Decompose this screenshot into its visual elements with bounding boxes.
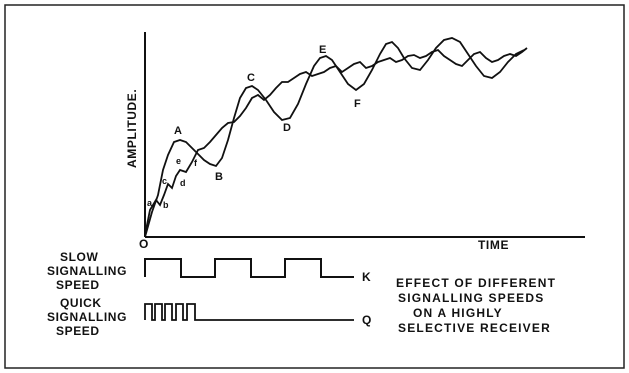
caption-line-4: SELECTIVE RECEIVER xyxy=(398,321,551,335)
origin-label: O xyxy=(139,237,149,251)
slow-signalling-curve xyxy=(144,37,525,238)
caption-line-1: EFFECT OF DIFFERENT xyxy=(396,276,556,290)
quick-label-line-2: SIGNALLING xyxy=(47,310,127,324)
quick-label-line-3: SPEED xyxy=(56,324,100,338)
point-label-f: f xyxy=(194,158,198,168)
quick-signalling-waveform xyxy=(144,303,354,321)
quick-signalling-curve xyxy=(144,47,528,236)
point-label-A: A xyxy=(174,125,182,137)
figure-border xyxy=(4,4,625,369)
quick-marker-Q: Q xyxy=(362,313,372,327)
x-axis-label: TIME xyxy=(478,238,509,252)
slow-label-line-3: SPEED xyxy=(56,278,100,292)
point-label-C: C xyxy=(247,72,255,84)
slow-label-line-1: SLOW xyxy=(60,250,98,264)
point-label-B: B xyxy=(215,171,223,183)
y-axis-label: AMPLITUDE. xyxy=(125,89,139,168)
point-label-c: c xyxy=(162,176,167,186)
point-label-a: a xyxy=(147,198,153,208)
slow-label-line-2: SIGNALLING xyxy=(47,264,127,278)
point-label-E: E xyxy=(319,44,326,56)
slow-marker-K: K xyxy=(362,270,371,284)
point-label-b: b xyxy=(163,200,169,210)
slow-signalling-waveform xyxy=(144,258,354,278)
caption-line-2: SIGNALLING SPEEDS xyxy=(398,291,544,305)
point-label-d: d xyxy=(180,178,186,188)
point-label-e: e xyxy=(176,156,181,166)
point-label-F: F xyxy=(354,98,361,110)
caption-line-3: ON A HIGHLY xyxy=(413,306,503,320)
quick-label-line-1: QUICK xyxy=(60,296,102,310)
point-label-D: D xyxy=(283,122,291,134)
